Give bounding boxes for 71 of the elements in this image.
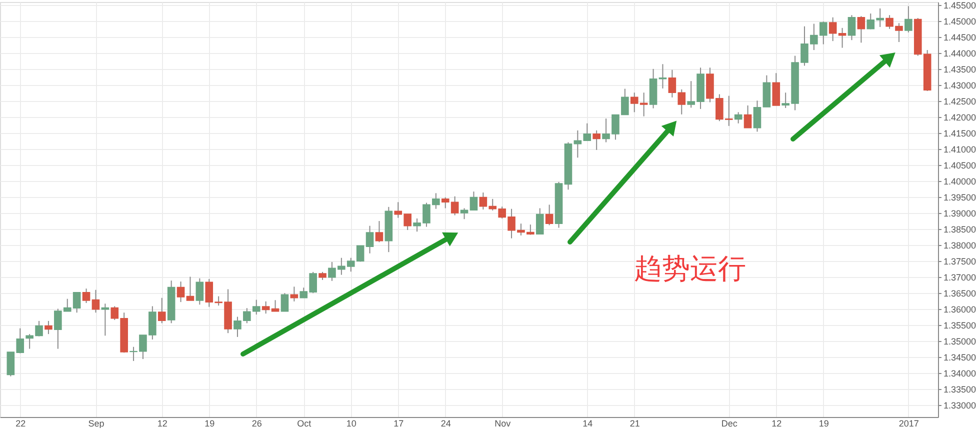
y-tick-label: 1.34000 [944, 368, 976, 379]
candlestick [744, 104, 752, 128]
x-tick-label: Nov [494, 418, 512, 428]
x-tick-label: 12 [772, 418, 782, 428]
y-tick-label: 1.35500 [944, 320, 976, 331]
x-tick-label: 14 [582, 418, 593, 428]
candlestick [101, 303, 110, 336]
x-tick-label: 26 [252, 418, 262, 428]
candlestick [262, 300, 270, 314]
y-tick-label: 1.37500 [944, 256, 976, 267]
y-tick-label: 1.43500 [944, 64, 976, 74]
x-tick-label: 12 [157, 418, 168, 428]
y-tick-label: 1.37000 [944, 272, 976, 283]
y-tick-label: 1.38000 [944, 240, 976, 251]
candlestick [186, 276, 194, 301]
candlestick [290, 286, 298, 302]
candlestick [375, 220, 384, 243]
x-tick-label: 22 [16, 418, 26, 428]
candlestick [753, 100, 762, 132]
y-tick-label: 1.34500 [944, 352, 976, 363]
y-tick-label: 1.42000 [944, 112, 976, 122]
candlestick [44, 320, 52, 335]
x-tick-label: Oct [297, 418, 312, 428]
candlestick [857, 16, 866, 44]
y-tick-label: 1.45500 [944, 0, 976, 10]
candlestick [196, 278, 204, 306]
x-tick-label: 2017 [898, 418, 919, 428]
x-tick-label: 10 [346, 418, 356, 428]
candlestick [366, 225, 374, 254]
candlestick [828, 16, 837, 42]
x-tick-label: 19 [204, 418, 215, 428]
candlestick [658, 64, 667, 89]
y-tick-label: 1.43000 [944, 80, 976, 90]
y-tick-label: 1.36000 [944, 304, 976, 315]
y-tick-label: 1.40000 [944, 176, 976, 186]
candlestick [772, 72, 780, 106]
candlestick [460, 208, 468, 220]
y-tick-label: 1.44500 [944, 32, 976, 42]
candlestick [280, 292, 289, 312]
x-tick-label: 24 [440, 418, 451, 428]
x-tick-label: 17 [394, 418, 404, 428]
y-tick-label: 1.33500 [944, 384, 976, 395]
candlestick [734, 112, 742, 124]
y-tick-label: 1.40500 [944, 160, 976, 170]
x-tick-label: 19 [818, 418, 829, 428]
candlestick [536, 208, 544, 235]
candlestick [82, 288, 90, 304]
candlestick [545, 204, 554, 226]
annotation: 趋势运行 [634, 252, 746, 285]
x-tick-label: Dec [721, 418, 738, 428]
candlestick [848, 14, 856, 41]
candlestick [904, 6, 912, 33]
candlestick [176, 281, 185, 303]
y-tick-label: 1.44000 [944, 48, 976, 58]
x-tick-label: Sep [88, 418, 104, 428]
y-tick-label: 1.33000 [944, 400, 976, 411]
y-tick-label: 1.41500 [944, 128, 976, 138]
y-tick-label: 1.36500 [944, 288, 976, 299]
y-tick-label: 1.42500 [944, 96, 976, 106]
candlestick [92, 289, 100, 314]
y-tick-label: 1.41000 [944, 144, 976, 154]
x-tick-label: 21 [630, 418, 640, 428]
y-tick-label: 1.38500 [944, 224, 976, 235]
candlestick [838, 27, 846, 48]
y-tick-label: 1.39500 [944, 192, 976, 203]
y-tick-label: 1.45000 [944, 16, 976, 26]
y-tick-label: 1.39000 [944, 208, 976, 219]
candlestick [592, 130, 600, 150]
candlestick [470, 191, 478, 211]
candlestick [158, 297, 166, 324]
y-tick-label: 1.35000 [944, 336, 976, 347]
